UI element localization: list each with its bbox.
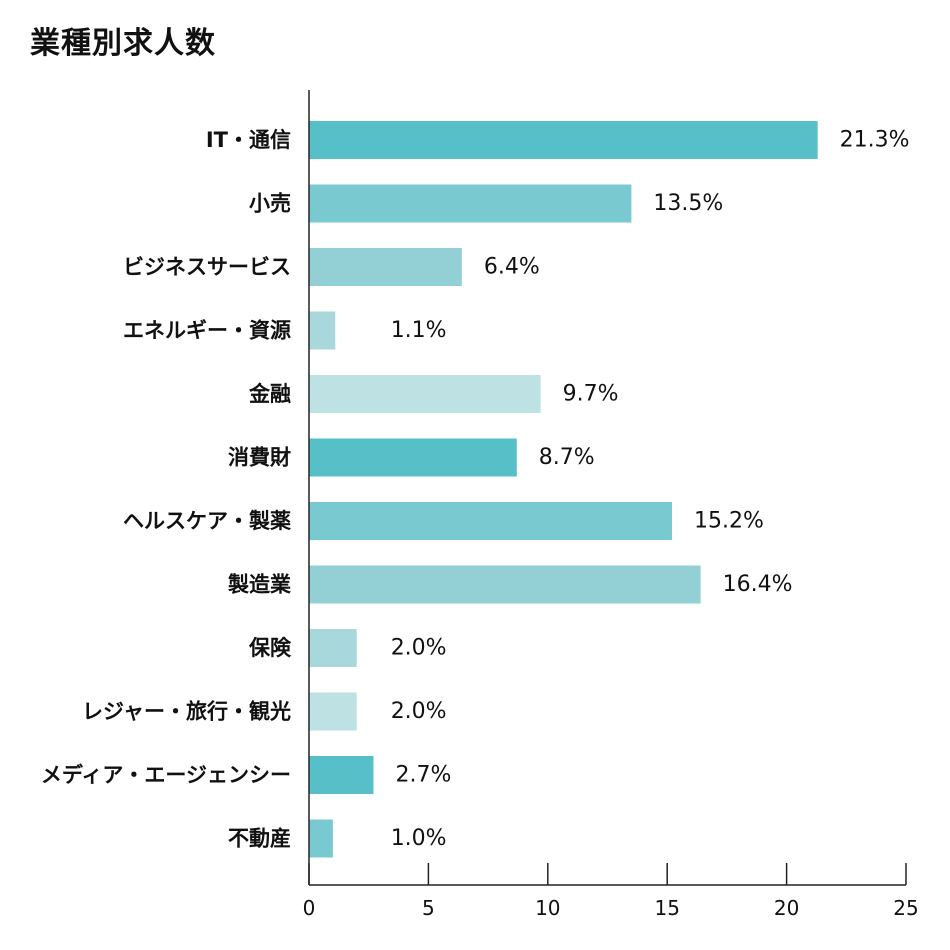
bar xyxy=(309,311,336,350)
category-label: 小売 xyxy=(249,192,291,216)
bar xyxy=(309,756,374,794)
x-tick-label: 10 xyxy=(535,896,560,920)
bar xyxy=(309,121,818,159)
x-tick-label: 20 xyxy=(774,896,799,920)
value-label: 9.7% xyxy=(563,382,619,407)
category-label: 製造業 xyxy=(227,573,292,597)
bar xyxy=(309,248,462,286)
x-tick-label: 5 xyxy=(422,896,435,920)
category-label: 不動産 xyxy=(228,827,291,851)
category-label: レジャー・旅行・観光 xyxy=(82,700,291,724)
x-tick-label: 25 xyxy=(893,896,918,920)
bar xyxy=(309,184,632,223)
category-label: エネルギー・資源 xyxy=(123,319,291,343)
category-label: 金融 xyxy=(248,382,291,406)
bar xyxy=(309,565,701,604)
x-axis-ticks: 0 5 10 15 20 25 xyxy=(303,863,919,920)
bar xyxy=(309,375,541,413)
value-label: 1.0% xyxy=(391,826,447,851)
category-label: ビジネスサービス xyxy=(123,255,291,279)
bar xyxy=(309,629,357,667)
bar xyxy=(309,438,517,477)
value-label: 2.0% xyxy=(391,699,447,724)
category-label: 保険 xyxy=(248,636,292,660)
value-label: 13.5% xyxy=(653,191,723,216)
category-label: 消費財 xyxy=(228,446,291,470)
x-tick-label: 15 xyxy=(654,896,679,920)
category-label: メディア・エージェンシー xyxy=(41,763,291,787)
value-label: 16.4% xyxy=(723,572,793,597)
bars-layer: IT・通信 21.3% 小売 13.5% ビジネスサービス 6.4% エネルギー・資源 1.1… xyxy=(41,121,910,858)
value-label: 2.0% xyxy=(391,636,447,661)
bar xyxy=(309,819,333,858)
category-label: IT・通信 xyxy=(206,128,291,152)
value-label: 15.2% xyxy=(694,509,764,534)
value-label: 6.4% xyxy=(484,255,540,280)
bar xyxy=(309,692,357,731)
bar xyxy=(309,502,672,540)
value-label: 21.3% xyxy=(840,128,910,153)
chart-title: 業種別求人数 xyxy=(30,26,216,61)
value-label: 1.1% xyxy=(391,318,447,343)
x-tick-label: 0 xyxy=(303,896,316,920)
value-label: 2.7% xyxy=(395,763,451,788)
category-label: ヘルスケア・製薬 xyxy=(123,509,291,533)
value-label: 8.7% xyxy=(539,445,595,470)
